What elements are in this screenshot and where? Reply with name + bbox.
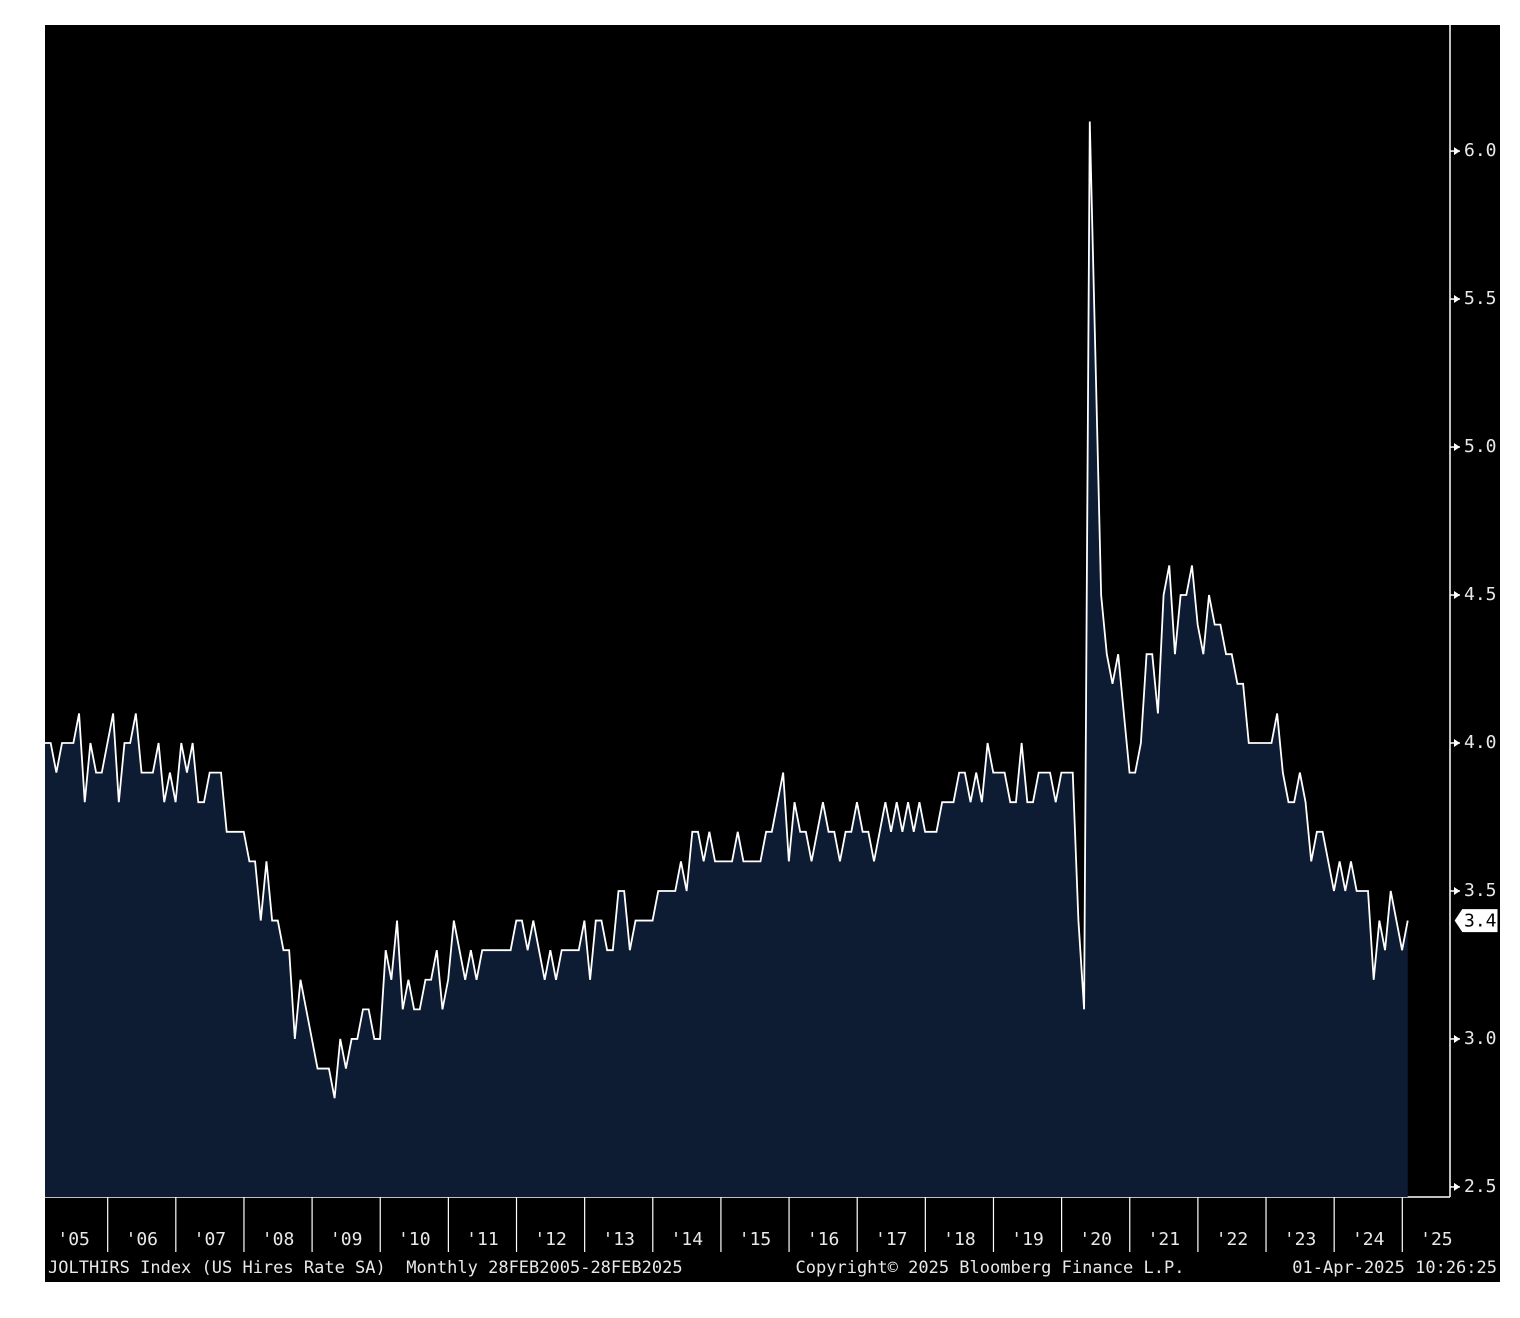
y-tick-arrow [1454,886,1460,895]
x-tick-label: '22 [1216,1229,1249,1250]
y-tick-label: 5.0 [1464,436,1497,457]
series-line [45,121,1409,1099]
y-tick-arrow [1454,591,1460,600]
area-fill [45,121,1408,1198]
y-tick-arrow [1454,147,1460,156]
y-tick-arrow [1454,1182,1460,1191]
y-tick-arrow [1454,443,1460,452]
x-tick-label: '14 [671,1229,704,1250]
x-tick-label: '15 [739,1229,772,1250]
y-tick-arrow [1454,1034,1460,1043]
x-tick-label: '20 [1079,1229,1112,1250]
y-tick-arrow [1454,738,1460,747]
y-tick-label: 3.0 [1464,1028,1497,1049]
x-tick-label: '18 [943,1229,976,1250]
y-tick-label: 3.5 [1464,880,1497,901]
footer-right: 01-Apr-2025 10:26:25 [1292,1258,1497,1278]
x-tick-label: '13 [602,1229,635,1250]
x-tick-label: '24 [1352,1229,1385,1250]
y-tick-label: 6.0 [1464,140,1497,161]
x-tick-label: '12 [534,1229,567,1250]
y-tick-label: 4.5 [1464,584,1497,605]
x-tick-label: '19 [1011,1229,1044,1250]
x-tick-label: '06 [125,1229,158,1250]
footer-left: JOLTHIRS Index (US Hires Rate SA) Monthl… [48,1258,683,1278]
x-tick-label: '23 [1284,1229,1317,1250]
y-tick-arrow [1454,295,1460,304]
x-tick-label: '16 [807,1229,840,1250]
x-tick-label: '07 [194,1229,227,1250]
last-value-label: 3.4 [1464,911,1497,932]
x-tick-label: '11 [466,1229,499,1250]
footer-center: Copyright© 2025 Bloomberg Finance L.P. [796,1258,1185,1278]
y-tick-label: 5.5 [1464,288,1497,309]
y-tick-label: 2.5 [1464,1176,1497,1197]
x-tick-label: '10 [398,1229,431,1250]
x-tick-label: '25 [1420,1229,1453,1250]
last-value-tag [1453,908,1499,934]
y-tick-label: 4.0 [1464,732,1497,753]
x-tick-label: '17 [875,1229,908,1250]
x-tick-label: '05 [57,1229,90,1250]
x-tick-label: '09 [330,1229,363,1250]
x-tick-label: '08 [262,1229,295,1250]
x-tick-label: '21 [1148,1229,1181,1250]
